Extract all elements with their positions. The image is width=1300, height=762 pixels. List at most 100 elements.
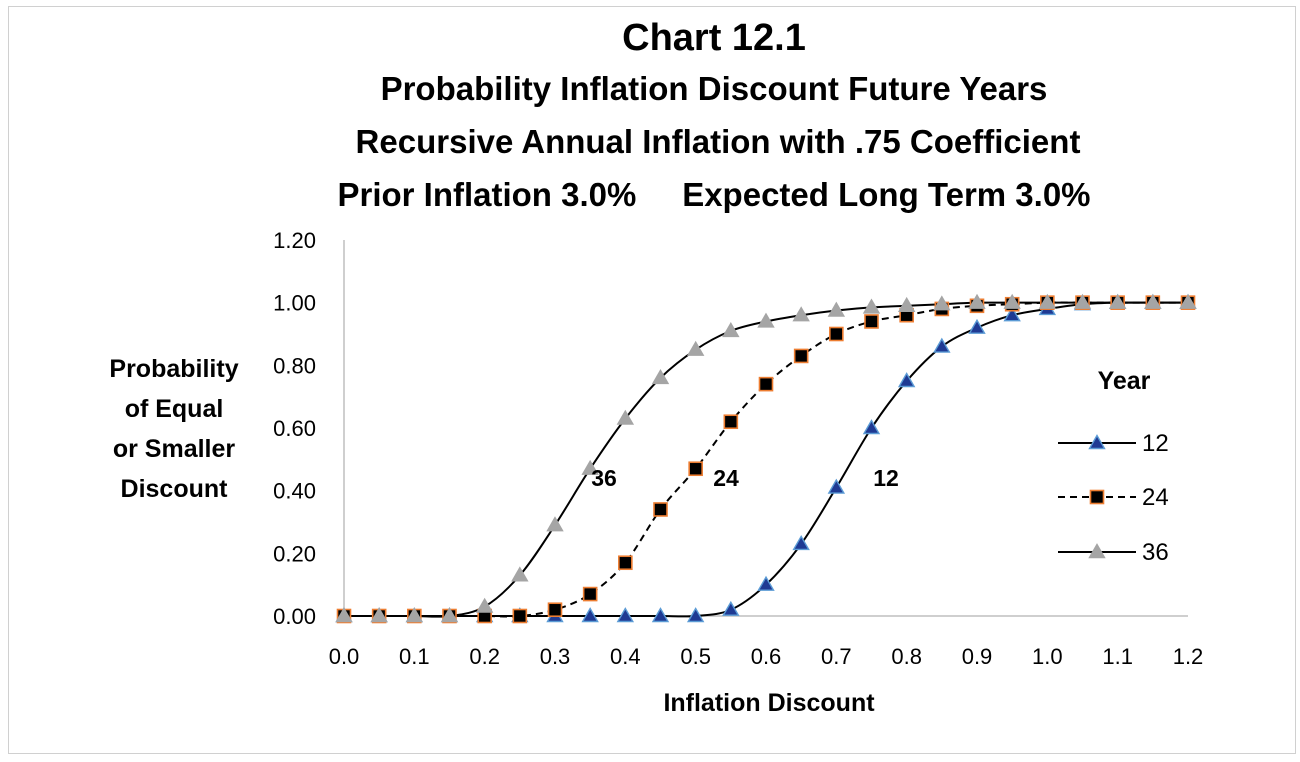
- legend-item-12: 12: [1058, 430, 1169, 457]
- series-36-point: [1003, 293, 1021, 309]
- series-12-point: [616, 607, 635, 623]
- series-24-point: [829, 326, 844, 342]
- series-36-point: [827, 301, 846, 317]
- x-tick-label: 0.2: [469, 644, 500, 669]
- series-24-point: [723, 414, 739, 430]
- legend-label: 24: [1142, 484, 1169, 511]
- chart-title: Chart 12.1: [622, 17, 806, 59]
- series-24-point: [864, 314, 879, 329]
- legend-label: 36: [1142, 539, 1169, 566]
- y-tick-label: 0.80: [273, 353, 316, 378]
- series-markers-24: [336, 295, 1196, 624]
- series-12-point: [757, 575, 775, 591]
- y-axis-label-line-1: Probability: [109, 355, 238, 383]
- legend-items: 12 24 36: [1058, 430, 1169, 566]
- chart-subtitle-1: Probability Inflation Discount Future Ye…: [381, 70, 1048, 107]
- legend-item-24: 24: [1058, 484, 1169, 511]
- series-36-point: [1073, 293, 1092, 309]
- series-36-point: [968, 293, 986, 309]
- chart-subtitle-3: Prior Inflation 3.0% Expected Long Term …: [337, 176, 1090, 213]
- series-36-point: [511, 566, 529, 582]
- x-tick-label: 1.2: [1173, 644, 1204, 669]
- legend-label: 12: [1142, 430, 1169, 457]
- series-36-point: [757, 312, 775, 328]
- series-12-point: [581, 607, 599, 623]
- series-12-point: [1003, 306, 1021, 322]
- axes: [343, 240, 1188, 617]
- series-12-point: [686, 607, 705, 623]
- series-36-point: [475, 597, 494, 613]
- series-markers-12: [335, 293, 1197, 623]
- series-24-point: [688, 461, 703, 477]
- series-12-point: [862, 419, 881, 435]
- x-tick-label: 0.4: [610, 644, 641, 669]
- series-36-point: [335, 607, 353, 623]
- series-markers-36: [335, 293, 1197, 623]
- series-36-point: [405, 607, 424, 623]
- series-36-point: [1144, 293, 1162, 309]
- series-36-point: [686, 340, 705, 356]
- y-tick-label: 1.00: [273, 291, 316, 316]
- series-36-point: [581, 459, 599, 475]
- y-axis-label-line-4: Discount: [121, 475, 229, 503]
- chart-titles: Chart 12.1 Probability Inflation Discoun…: [337, 17, 1090, 213]
- series-labels: 12 24 36: [591, 465, 899, 491]
- x-tick-label: 1.0: [1032, 644, 1063, 669]
- series-24-point: [653, 502, 668, 517]
- chart-subtitle-2: Recursive Annual Inflation with .75 Coef…: [356, 123, 1081, 160]
- series-12-point: [792, 535, 810, 551]
- chart-frame: [8, 6, 1296, 754]
- series-36-point: [1179, 293, 1197, 309]
- y-tick-label: 1.20: [273, 228, 316, 253]
- y-axis-label: Probability of Equal or Smaller Discount: [109, 355, 238, 503]
- series-36-point: [1038, 293, 1057, 309]
- series-36-point: [862, 298, 881, 314]
- series-24-point: [793, 348, 809, 364]
- x-tick-label: 0.7: [821, 644, 852, 669]
- series-36-point: [1108, 293, 1127, 309]
- series-36-point: [792, 306, 810, 322]
- y-tick-label: 0.20: [273, 541, 316, 566]
- series-12-point: [968, 318, 986, 334]
- x-tick-label: 0.8: [891, 644, 922, 669]
- legend-item-36: 36: [1058, 539, 1169, 566]
- series-24-point: [758, 376, 774, 392]
- series-12-point: [722, 600, 740, 616]
- series-36-point: [616, 409, 635, 425]
- series-36-point: [546, 516, 564, 532]
- series-36-point: [933, 295, 951, 311]
- x-axis-label: Inflation Discount: [663, 689, 875, 717]
- x-tick-label: 0.3: [540, 644, 571, 669]
- y-tick-label: 0.00: [273, 604, 316, 629]
- x-tick-label: 0.6: [751, 644, 782, 669]
- series-12-point: [897, 372, 916, 388]
- y-tick-labels: 0.00 0.20 0.40 0.60 0.80 1.00 1.20: [273, 228, 316, 629]
- legend-marker: [1089, 489, 1105, 505]
- series-label-36: 36: [591, 465, 617, 491]
- series-12-point: [933, 337, 951, 353]
- series-line-12: [343, 301, 1188, 618]
- series-line-36: [343, 301, 1188, 618]
- legend-title: Year: [1098, 367, 1151, 395]
- series-label-12: 12: [873, 465, 899, 491]
- y-axis-label-line-2: of Equal: [125, 395, 224, 423]
- series-12-point: [827, 478, 846, 494]
- y-axis-label-line-3: or Smaller: [113, 435, 236, 463]
- series-line-24: [343, 301, 1188, 618]
- series-36-point: [897, 296, 916, 312]
- x-tick-label: 0.9: [962, 644, 993, 669]
- series-12-point: [651, 607, 670, 623]
- series-label-24: 24: [713, 465, 739, 491]
- y-tick-label: 0.60: [273, 416, 316, 441]
- series-36-point: [440, 607, 459, 623]
- x-tick-label: 0.5: [680, 644, 711, 669]
- x-tick-label: 1.1: [1102, 644, 1133, 669]
- series-36-point: [722, 321, 740, 338]
- x-tick-labels: 0.0 0.1 0.2 0.3 0.4 0.5 0.6 0.7 0.8 0.9 1.0 1.1 1.2: [329, 644, 1204, 669]
- series-lines: [343, 301, 1188, 618]
- x-tick-label: 0.0: [329, 644, 360, 669]
- legend: Year 12 24 36: [1058, 367, 1169, 566]
- legend-marker: [1088, 434, 1106, 450]
- series-24-point: [512, 608, 528, 624]
